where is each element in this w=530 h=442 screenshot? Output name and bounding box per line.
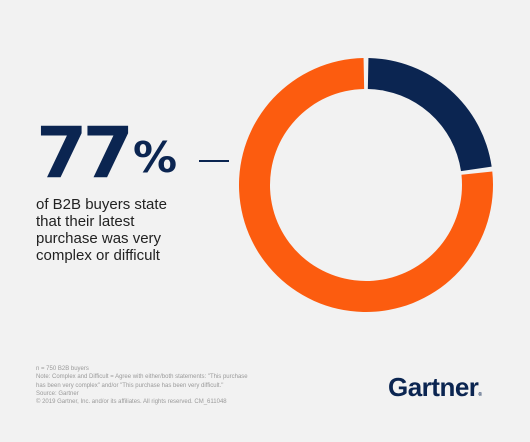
- headline-stat: 77%: [36, 118, 177, 192]
- trademark-symbol: ®: [478, 392, 483, 398]
- footnote-line: Note: Complex and Difficult = Agree with…: [36, 374, 248, 381]
- donut-slice-navy: [367, 58, 492, 172]
- percent-sign: %: [132, 134, 178, 183]
- brand-name: Gartner: [388, 372, 479, 402]
- footnote-line: n = 750 B2B buyers: [36, 366, 89, 372]
- headline-caption: of B2B buyers state that their latest pu…: [36, 196, 167, 264]
- gartner-logo: Gartner®: [388, 372, 482, 403]
- headline-number: 77: [36, 112, 134, 194]
- connector-dash: [199, 160, 229, 162]
- footnote-line: © 2019 Gartner, Inc. and/or its affiliat…: [36, 399, 227, 406]
- headline-percentage: 77%: [36, 118, 177, 188]
- footnotes: n = 750 B2B buyers Note: Complex and Dif…: [36, 365, 286, 406]
- footnote-line: Source: Gartner: [36, 390, 79, 397]
- footnote-line: has been very complex" and/or "This purc…: [36, 382, 224, 389]
